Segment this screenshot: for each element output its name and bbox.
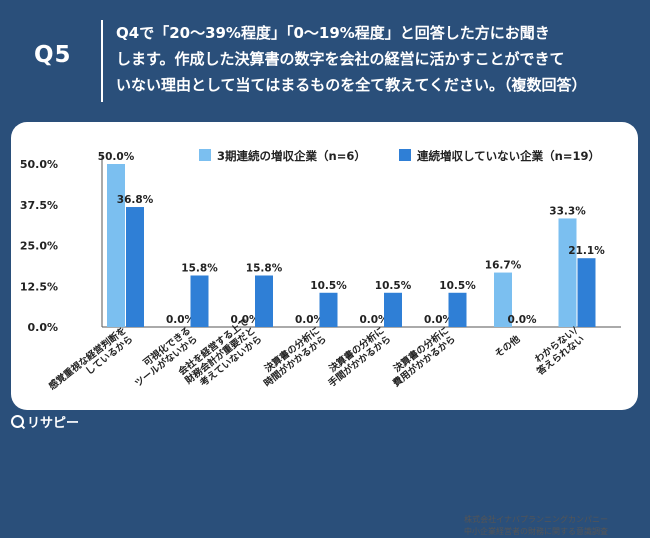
category-label: 決算書の分析に時間がかかるから [255,324,329,389]
y-tick-label: 0.0% [27,321,58,334]
category-label-line: 感覚重視な経営判断を [46,324,128,392]
header-divider [101,20,103,102]
category-label-line: その他 [492,333,522,360]
category-label: わからない/答えられない [528,325,588,378]
bar [448,292,467,327]
data-label: 15.8% [246,262,283,274]
category-label: その他 [492,333,522,360]
data-label: 0.0% [359,314,389,326]
data-label: 0.0% [230,314,260,326]
data-label: 50.0% [98,151,135,163]
legend-swatch [199,149,211,161]
data-label: 21.1% [568,245,605,257]
data-label: 10.5% [310,280,347,292]
category-label-text: 決算書の分析に手間がかかるから [319,324,393,389]
category-label: 決算書の分析に手間がかかるから [319,324,393,389]
bar-chart: 0.0% 12.5% 25.0% 37.5% 50.0% 50.0% 36.8% 感覚重視な経… [20,149,621,401]
bar [319,292,338,327]
bar [107,164,125,327]
data-label: 10.5% [439,280,476,292]
question-text: Q4で「20〜39%程度」「0〜19%程度」と回答した方にお聞き します。作成し… [116,24,587,94]
bar [255,275,273,327]
data-label: 0.0% [424,314,454,326]
category-label-text: その他 [492,333,522,360]
bar [494,272,512,327]
header: Q5 Q4で「20〜39%程度」「0〜19%程度」と回答した方にお聞き します。… [0,0,650,118]
data-label: 33.3% [549,205,586,217]
legend-label: 連続増収していない企業（n=19） [417,149,600,163]
data-label: 36.8% [117,194,154,206]
legend-swatch [399,149,411,161]
bar [577,258,596,327]
bar [558,218,577,327]
source-company: 株式会社イナバプランニングカンパニー [464,515,608,524]
data-label: 16.7% [485,260,522,272]
category-label-text: 決算書の分析に費用がかかるから [384,324,458,389]
y-tick-label: 37.5% [20,199,58,212]
y-tick-label: 25.0% [20,240,58,253]
data-label: 0.0% [507,314,537,326]
data-label: 0.0% [295,314,325,326]
category-label-text: わからない/答えられない [528,325,588,378]
magnifier-icon [11,414,24,428]
legend-label: 3期連続の増収企業（n=6） [217,149,366,163]
brand-name: リサピー [27,415,80,431]
data-label: 15.8% [181,262,218,274]
category-label: 決算書の分析に費用がかかるから [384,324,458,389]
category-label: 感覚重視な経営判断をしているから [46,324,135,401]
source-note: 株式会社イナバプランニングカンパニー 中小企業経営者の財務に関する意識調査 [464,514,608,538]
bar [384,292,402,327]
y-tick-label: 12.5% [20,280,58,293]
category-label-text: 感覚重視な経営判断をしているから [46,324,135,401]
data-label: 10.5% [375,280,412,292]
data-label: 0.0% [166,314,196,326]
bar [190,275,209,327]
y-tick-label: 50.0% [20,158,58,171]
bar [126,207,144,327]
brand-logo: リサピー [11,412,80,431]
question-number-badge: Q5 [34,42,72,68]
chart-card: 0.0% 12.5% 25.0% 37.5% 50.0% 50.0% 36.8% 感覚重視な経… [11,122,638,536]
source-survey: 中小企業経営者の財務に関する意識調査 [464,527,608,536]
category-label-text: 決算書の分析に時間がかかるから [255,324,329,389]
